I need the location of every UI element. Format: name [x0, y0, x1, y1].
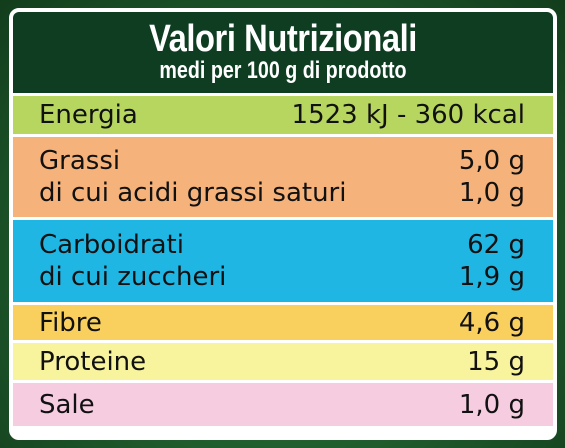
salt-label: Sale [39, 389, 95, 420]
protein-row: Proteine 15 g [39, 346, 525, 378]
energy-label: Energia [39, 100, 138, 130]
carbs-section: Carboidrati 62 g di cui zuccheri 1,9 g [13, 220, 553, 305]
fat-section: Grassi 5,0 g di cui acidi grassi saturi … [13, 137, 553, 220]
sugars-value: 1,9 g [458, 262, 525, 292]
salt-value: 1,0 g [458, 389, 525, 420]
carbs-label: Carboidrati [39, 230, 184, 260]
protein-section: Proteine 15 g [13, 343, 553, 383]
fibre-section: Fibre 4,6 g [13, 305, 553, 343]
energy-section: Energia 1523 kJ - 360 kcal [13, 96, 553, 137]
nutrition-table: Valori Nutrizionali medi per 100 g di pr… [9, 8, 557, 440]
saturated-fat-row: di cui acidi grassi saturi 1,0 g [39, 177, 525, 209]
protein-value: 15 g [467, 346, 525, 377]
fibre-row: Fibre 4,6 g [39, 307, 525, 339]
energy-value: 1523 kJ - 360 kcal [291, 100, 525, 130]
table-title: Valori Nutrizionali [149, 18, 417, 60]
carbs-value: 62 g [467, 230, 525, 260]
saturated-fat-value: 1,0 g [458, 178, 525, 208]
fat-label: Grassi [39, 146, 121, 176]
carbs-row: Carboidrati 62 g [39, 229, 525, 261]
protein-label: Proteine [39, 346, 147, 377]
sugars-row: di cui zuccheri 1,9 g [39, 261, 525, 293]
table-subtitle: medi per 100 g di prodotto [159, 57, 407, 84]
fat-row: Grassi 5,0 g [39, 145, 525, 177]
table-header: Valori Nutrizionali medi per 100 g di pr… [13, 12, 553, 96]
fibre-label: Fibre [39, 307, 102, 338]
energy-row: Energia 1523 kJ - 360 kcal [39, 99, 525, 131]
salt-row: Sale 1,0 g [39, 389, 525, 421]
fibre-value: 4,6 g [458, 307, 525, 338]
salt-section: Sale 1,0 g [13, 383, 553, 426]
fat-value: 5,0 g [458, 146, 525, 176]
saturated-fat-label: di cui acidi grassi saturi [39, 178, 347, 208]
sugars-label: di cui zuccheri [39, 262, 227, 292]
